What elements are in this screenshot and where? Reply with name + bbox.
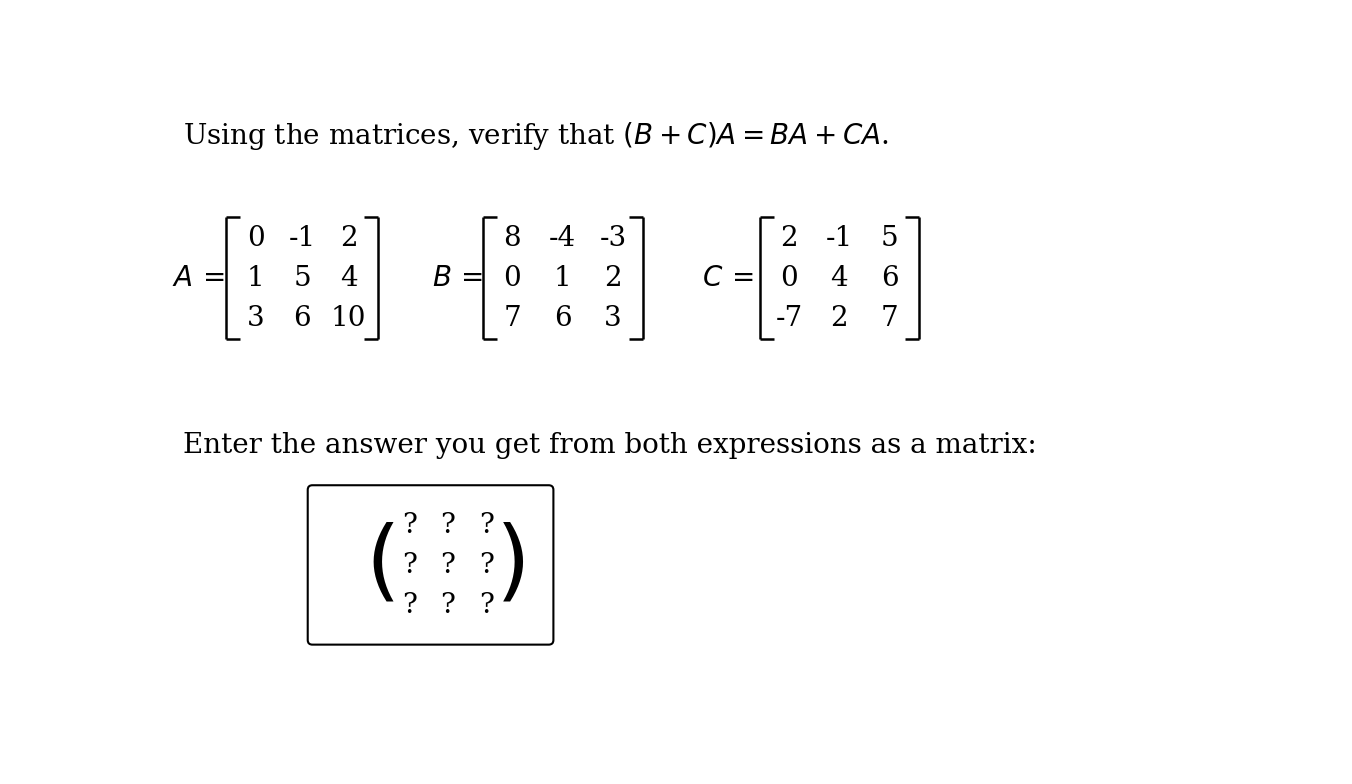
Text: ?: ? <box>480 512 495 539</box>
Text: Using the matrices, verify that $(B+C)A = BA+CA$.: Using the matrices, verify that $(B+C)A … <box>183 120 888 152</box>
Text: ?: ? <box>441 592 456 619</box>
Text: ?: ? <box>402 552 416 579</box>
Text: 6: 6 <box>293 305 311 332</box>
Text: 3: 3 <box>247 305 265 332</box>
Text: 1: 1 <box>554 265 572 292</box>
Text: -7: -7 <box>776 305 803 332</box>
Text: ?: ? <box>480 592 495 619</box>
Text: ?: ? <box>441 552 456 579</box>
Text: 4: 4 <box>830 265 848 292</box>
Text: 4: 4 <box>339 265 358 292</box>
Text: 0: 0 <box>247 224 265 252</box>
Text: 2: 2 <box>339 224 358 252</box>
Text: -4: -4 <box>549 224 576 252</box>
Text: 2: 2 <box>830 305 848 332</box>
Text: $B\,=$: $B\,=$ <box>431 265 483 292</box>
Text: 5: 5 <box>293 265 311 292</box>
Text: $($: $($ <box>365 521 395 609</box>
FancyBboxPatch shape <box>308 485 553 644</box>
Text: ?: ? <box>441 512 456 539</box>
Text: 6: 6 <box>554 305 572 332</box>
Text: -1: -1 <box>826 224 853 252</box>
Text: 0: 0 <box>780 265 798 292</box>
Text: 2: 2 <box>604 265 622 292</box>
Text: ?: ? <box>402 512 416 539</box>
Text: 6: 6 <box>882 265 899 292</box>
Text: -1: -1 <box>289 224 316 252</box>
Text: 3: 3 <box>604 305 622 332</box>
Text: 5: 5 <box>882 224 899 252</box>
Text: ?: ? <box>402 592 416 619</box>
Text: 0: 0 <box>503 265 522 292</box>
Text: Enter the answer you get from both expressions as a matrix:: Enter the answer you get from both expre… <box>183 432 1037 459</box>
Text: 8: 8 <box>503 224 521 252</box>
Text: $A\,=$: $A\,=$ <box>172 265 224 292</box>
Text: 7: 7 <box>503 305 522 332</box>
Text: $)$: $)$ <box>495 521 525 609</box>
Text: 10: 10 <box>331 305 366 332</box>
Text: -3: -3 <box>599 224 626 252</box>
Text: ?: ? <box>480 552 495 579</box>
Text: 7: 7 <box>882 305 899 332</box>
Text: $C\,=$: $C\,=$ <box>703 265 754 292</box>
Text: 2: 2 <box>780 224 798 252</box>
Text: 1: 1 <box>247 265 265 292</box>
